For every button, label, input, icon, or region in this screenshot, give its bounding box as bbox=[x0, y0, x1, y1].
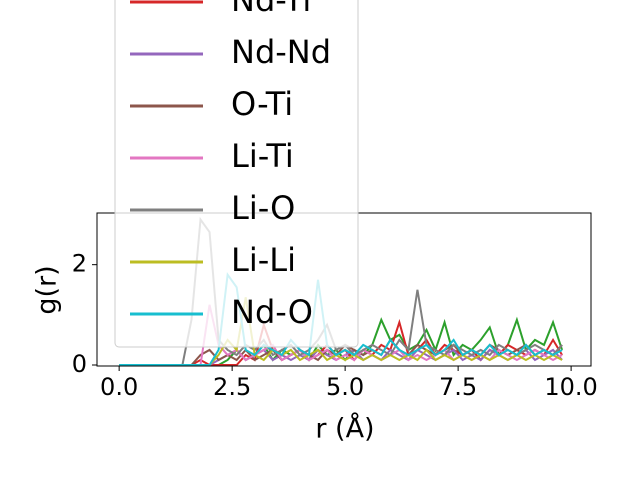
legend-label: Nd-Ti bbox=[231, 0, 311, 19]
legend-label: Li-Li bbox=[231, 241, 296, 279]
legend-label: Li-Ti bbox=[231, 137, 294, 175]
y-tick-label: 2 bbox=[72, 250, 87, 278]
series-line bbox=[119, 272, 563, 366]
y-axis-label: g(r) bbox=[32, 265, 63, 314]
x-tick-label: 10.0 bbox=[544, 373, 597, 401]
x-tick-label: 0.0 bbox=[100, 373, 138, 401]
x-tick-label: 5.0 bbox=[326, 373, 364, 401]
y-tick-label: 0 bbox=[72, 350, 87, 378]
legend-label: Li-O bbox=[231, 189, 295, 227]
legend-label: Nd-Nd bbox=[231, 33, 331, 71]
legend-label: Nd-O bbox=[231, 293, 313, 331]
legend: Nd-Ti Nd-Nd O-Ti Li-Ti Li-O Li-Li Nd-O bbox=[114, 0, 359, 348]
legend-box bbox=[114, 0, 359, 348]
x-axis-label: r (Å) bbox=[315, 413, 374, 445]
legend-label: O-Ti bbox=[231, 85, 293, 123]
x-tick-label: 2.5 bbox=[213, 373, 251, 401]
x-tick-label: 7.5 bbox=[439, 373, 477, 401]
